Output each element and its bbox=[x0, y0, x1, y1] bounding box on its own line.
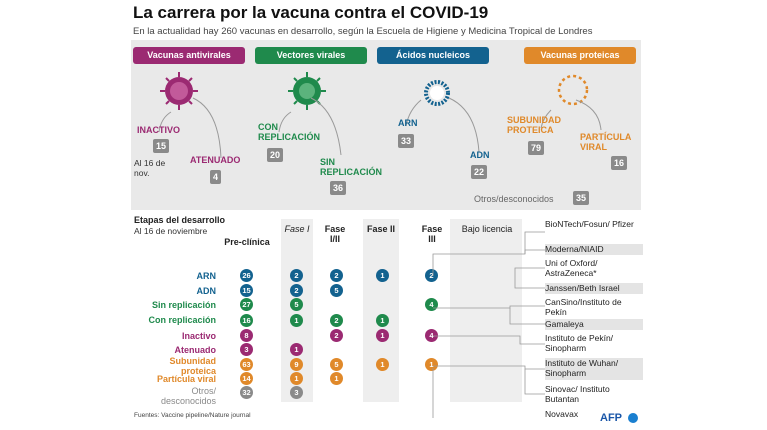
afp-logo: AFP bbox=[600, 412, 622, 424]
licensee-novavax: Novavax bbox=[545, 409, 595, 420]
stage-count-dot: 1 bbox=[376, 358, 389, 371]
stage-count-dot: 2 bbox=[330, 329, 343, 342]
row-label-sin-replicacion: Sin replicación bbox=[151, 300, 216, 310]
stage-count-dot: 4 bbox=[425, 329, 438, 342]
licensee-biontech: BioNTech/Fosun/ Pfizer bbox=[545, 219, 643, 241]
stage-count-dot: 63 bbox=[240, 358, 253, 371]
stage-count-dot: 3 bbox=[240, 343, 253, 356]
column-header-preclinica: Pre-clínica bbox=[224, 237, 270, 247]
afp-logo-dot bbox=[628, 413, 638, 423]
stage-count-dot: 2 bbox=[330, 269, 343, 282]
row-label-otros: Otros/ desconocidos bbox=[160, 386, 216, 406]
stage-count-dot: 32 bbox=[240, 386, 253, 399]
licensee-gamaleya: Gamaleya bbox=[545, 319, 643, 330]
stage-count-dot: 1 bbox=[376, 269, 389, 282]
column-header-fase2: Fase II bbox=[367, 224, 396, 234]
column-header-licencia: Bajo licencia bbox=[461, 224, 513, 234]
type-label-con-replicacion: CON REPLICACIÓN bbox=[258, 122, 321, 142]
stage-count-dot: 2 bbox=[330, 314, 343, 327]
licensee-connectors bbox=[432, 231, 545, 418]
type-label-sin-replicacion: SIN REPLICACIÓN bbox=[320, 157, 383, 177]
stage-count-dot: 14 bbox=[240, 372, 253, 385]
stage-count-dot: 1 bbox=[290, 372, 303, 385]
stages-date: Al 16 de noviembre bbox=[134, 226, 208, 236]
virus-protein-icon bbox=[557, 74, 589, 106]
page-title: La carrera por la vacuna contra el COVID… bbox=[133, 3, 489, 22]
stage-count-dot: 5 bbox=[290, 298, 303, 311]
date-note: Al 16 de nov. bbox=[134, 158, 166, 178]
category-vector: Vectores virales bbox=[255, 47, 367, 64]
licensee-cansino: CanSino/Instituto de Pekín bbox=[545, 297, 643, 317]
type-label-arn: ARN bbox=[398, 118, 418, 128]
stage-count-dot: 27 bbox=[240, 298, 253, 311]
type-label-particula: PARTÍCULA VIRAL bbox=[580, 132, 631, 152]
stage-count-dot: 1 bbox=[425, 358, 438, 371]
stage-count-dot: 1 bbox=[330, 372, 343, 385]
row-label-particula: Partícula viral bbox=[156, 374, 216, 384]
stage-count-dot: 26 bbox=[240, 269, 253, 282]
row-label-inactivo: Inactivo bbox=[181, 331, 216, 341]
licensee-janssen: Janssen/Beth Israel bbox=[545, 283, 643, 294]
row-label-atenuado: Atenuado bbox=[174, 345, 217, 355]
virus-nucleic-icon bbox=[424, 80, 450, 106]
type-count-inactivo: 15 bbox=[153, 139, 170, 153]
column-header-fase3: Fase III bbox=[421, 224, 443, 244]
type-label-subunidad: SUBUNIDAD PROTEICA bbox=[507, 115, 561, 135]
row-label-subunidad: Subunidad proteica bbox=[169, 356, 217, 376]
type-count-otros: 35 bbox=[573, 191, 590, 205]
stage-count-dot: 16 bbox=[240, 314, 253, 327]
category-nucleic: Ácidos nucleicos bbox=[377, 47, 489, 64]
type-count-con-replicacion: 20 bbox=[267, 148, 284, 162]
stage-count-dot: 15 bbox=[240, 284, 253, 297]
stage-count-dot: 5 bbox=[330, 284, 343, 297]
stage-count-dot: 2 bbox=[425, 269, 438, 282]
row-label-adn: ADN bbox=[196, 286, 217, 296]
stage-count-dot: 2 bbox=[290, 269, 303, 282]
footer-sources: Fuentes: Vaccine pipeline/Nature journal bbox=[134, 412, 251, 419]
row-label-arn: ARN bbox=[196, 271, 217, 281]
page-subtitle: En la actualidad hay 260 vacunas en desa… bbox=[133, 26, 593, 37]
type-count-sin-replicacion: 36 bbox=[330, 181, 347, 195]
branch-lines bbox=[158, 97, 602, 159]
type-label-inactivo: INACTIVO bbox=[137, 125, 181, 135]
stage-count-dot: 1 bbox=[376, 314, 389, 327]
stage-count-dot: 1 bbox=[290, 343, 303, 356]
category-antiviral: Vacunas antivirales bbox=[133, 47, 245, 64]
stage-count-dot: 3 bbox=[290, 386, 303, 399]
licensee-wuhan-sinopharm: Instituto de Wuhan/ Sinopharm bbox=[545, 358, 643, 380]
column-header-fase1: Fase I bbox=[284, 224, 310, 234]
stages-title: Etapas del desarrollo bbox=[134, 215, 226, 225]
row-label-con-replicacion: Con replicación bbox=[148, 315, 216, 325]
column-header-fase1-2: Fase I/II bbox=[324, 224, 346, 244]
column-band-fase2 bbox=[363, 219, 399, 402]
stage-count-dot: 2 bbox=[290, 284, 303, 297]
licensee-moderna: Moderna/NIAID bbox=[545, 244, 643, 255]
stage-count-dot: 8 bbox=[240, 329, 253, 342]
type-label-atenuado: ATENUADO bbox=[190, 155, 241, 165]
virus-vector-icon bbox=[288, 72, 326, 110]
category-protein: Vacunas proteicas bbox=[524, 47, 636, 64]
type-count-atenuado: 4 bbox=[210, 170, 222, 184]
type-label-adn: ADN bbox=[470, 150, 490, 160]
type-count-particula: 16 bbox=[611, 156, 628, 170]
type-label-otros: Otros/desconocidos bbox=[474, 194, 554, 204]
stage-count-dot: 5 bbox=[330, 358, 343, 371]
type-count-arn: 33 bbox=[398, 134, 415, 148]
stage-count-dot: 1 bbox=[376, 329, 389, 342]
type-count-subunidad: 79 bbox=[528, 141, 545, 155]
type-count-adn: 22 bbox=[471, 165, 488, 179]
licensee-sinovac: Sinovac/ Instituto Butantan bbox=[545, 384, 643, 406]
stage-count-dot: 1 bbox=[290, 314, 303, 327]
virus-antiviral-icon bbox=[160, 72, 198, 110]
licensee-oxford: Uni of Oxford/ AstraZeneca* bbox=[545, 258, 643, 280]
licensee-beijing-sinopharm: Instituto de Pekín/ Sinopharm bbox=[545, 333, 643, 355]
stage-count-dot: 9 bbox=[290, 358, 303, 371]
